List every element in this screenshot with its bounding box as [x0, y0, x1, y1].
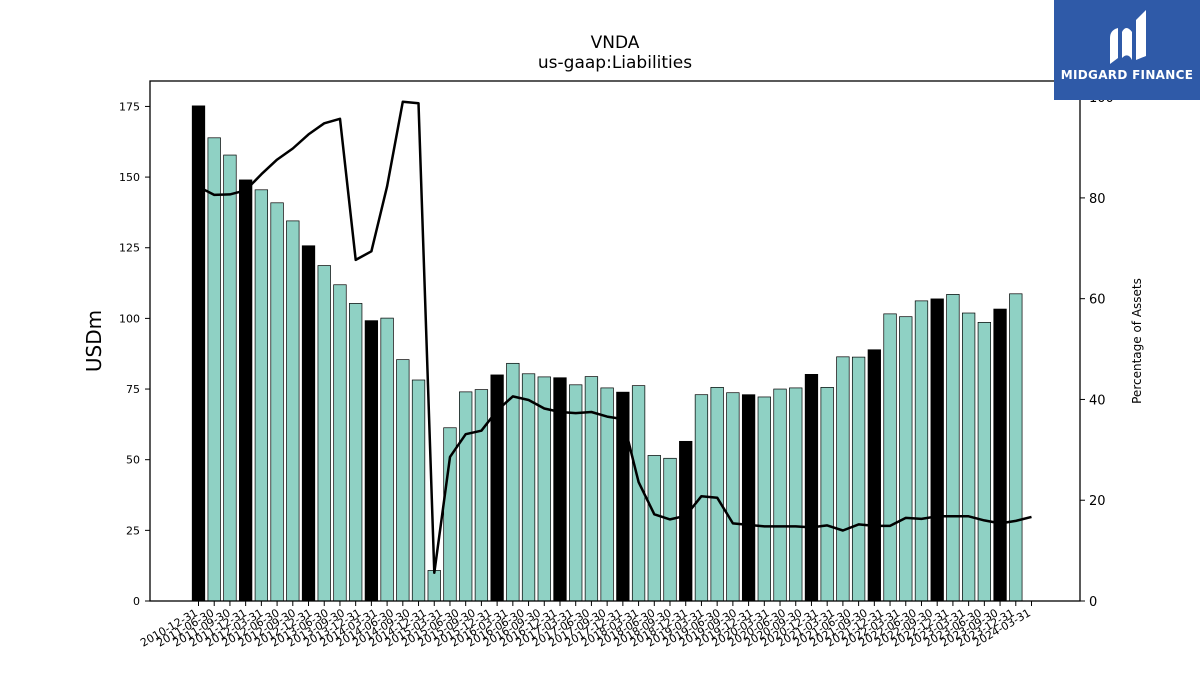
y-tick-label: 100	[119, 312, 140, 325]
bar-2016-12-31	[569, 384, 583, 602]
percentage-of-assets-line	[197, 100, 1032, 575]
bar-2013-09-30	[364, 320, 379, 602]
bar-2022-09-30	[930, 298, 944, 602]
bar-2020-12-31	[820, 386, 834, 602]
bar-2017-03-31	[584, 376, 599, 602]
bar-2012-12-31	[317, 265, 331, 602]
y2-tick-label: 80	[1089, 192, 1106, 207]
bar-2019-03-31	[710, 386, 724, 602]
bar-2016-03-31	[521, 373, 536, 602]
bar-2018-09-30	[679, 440, 693, 602]
bar-2012-03-31	[270, 202, 284, 602]
bar-series	[191, 105, 1023, 602]
bar-2019-09-30	[741, 394, 756, 602]
bar-2019-12-31	[757, 396, 771, 602]
bar-2012-09-30	[301, 245, 316, 602]
bar-2023-03-31	[961, 312, 976, 602]
brand-logo: MIDGARD FINANCE	[1054, 0, 1200, 100]
y-tick-label: 0	[133, 595, 140, 608]
bar-2021-03-31	[836, 356, 850, 602]
bar-2010-12-31	[191, 105, 206, 602]
bar-2015-06-30	[474, 389, 489, 602]
chart-title: VNDA	[591, 33, 640, 53]
y2-tick-label: 40	[1089, 393, 1106, 408]
y-tick-label: 75	[126, 383, 140, 396]
bar-2019-06-30	[726, 392, 740, 602]
y2-axis-ticks: 020406080100	[1080, 91, 1114, 610]
bar-2014-12-31	[443, 427, 457, 602]
bar-2020-09-30	[804, 373, 819, 602]
bar-2022-03-31	[899, 316, 913, 602]
bar-2013-12-31	[380, 317, 394, 602]
bar-2020-03-31	[773, 388, 787, 602]
axes	[149, 80, 1081, 602]
bar-2014-09-30	[427, 570, 441, 602]
y-tick-label: 50	[126, 454, 140, 467]
bar-2023-09-30	[993, 308, 1007, 602]
y-tick-label: 25	[126, 524, 140, 537]
bar-2012-06-30	[286, 220, 300, 602]
y2-tick-label: 0	[1089, 595, 1097, 610]
bar-2022-06-30	[914, 300, 929, 602]
bar-2015-03-31	[459, 391, 473, 602]
bar-2011-12-31	[254, 189, 269, 602]
plot-frame	[149, 80, 1081, 602]
bar-2014-06-30	[411, 379, 426, 602]
midgard-logo-icon	[1110, 10, 1146, 64]
bar-2021-12-31	[883, 313, 897, 602]
bar-2013-06-30	[349, 303, 363, 602]
y-tick-label: 125	[119, 242, 140, 255]
bar-2018-03-31	[647, 455, 661, 602]
bar-2011-09-30	[239, 179, 253, 602]
chart-subtitle: us-gaap:Liabilities	[538, 53, 692, 73]
bar-2013-03-31	[333, 284, 347, 602]
y-tick-label: 175	[119, 100, 140, 113]
y-axis-ticks: 0 25 50 75 100 125 150 175	[119, 100, 150, 608]
bar-2023-12-31	[1009, 293, 1023, 602]
bar-2011-03-31	[207, 137, 221, 602]
bar-2022-12-31	[946, 294, 960, 602]
y-axis-label: USDm	[82, 310, 106, 372]
bar-2017-06-30	[600, 387, 614, 602]
y2-axis-label: Percentage of Assets	[1130, 278, 1144, 404]
x-axis-ticks: 2010-12-312011-06-302011-09-302011-12-31…	[138, 601, 1033, 650]
y2-tick-label: 60	[1089, 293, 1106, 308]
brand-logo-text: MIDGARD FINANCE	[1060, 68, 1194, 82]
bar-2021-06-30	[851, 356, 866, 602]
bar-2023-06-30	[977, 321, 991, 602]
y2-tick-label: 20	[1089, 494, 1106, 509]
bar-2018-06-30	[663, 457, 677, 602]
bar-2021-09-30	[867, 349, 881, 602]
line-series	[197, 100, 1032, 575]
bar-2020-06-30	[789, 387, 803, 602]
y-tick-label: 150	[119, 171, 140, 184]
bar-2011-06-30	[223, 154, 237, 602]
bar-2014-03-31	[396, 359, 410, 602]
